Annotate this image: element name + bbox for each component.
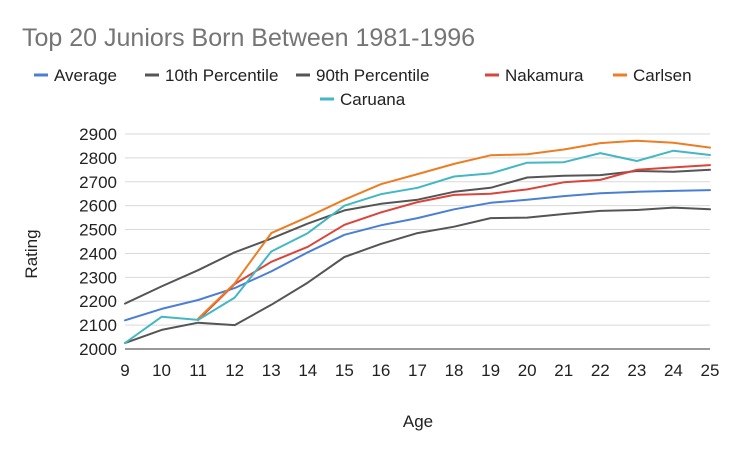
series-lines xyxy=(124,139,711,344)
y-tick-label: 2300 xyxy=(79,268,117,287)
y-tick-label: 2000 xyxy=(79,340,117,359)
x-tick-label: 16 xyxy=(371,361,390,380)
legend-item: Carlsen xyxy=(613,66,692,85)
x-tick-label: 23 xyxy=(627,361,646,380)
x-tick-label: 12 xyxy=(225,361,244,380)
legend-label: Average xyxy=(54,66,117,85)
legend-item: Average xyxy=(34,66,117,85)
y-tick-label: 2900 xyxy=(79,125,117,144)
y-tick-label: 2200 xyxy=(79,292,117,311)
legend: Average 10th Percentile 90th Percentile Nak… xyxy=(34,66,692,109)
x-tick-label: 18 xyxy=(445,361,464,380)
x-tick-label: 9 xyxy=(120,361,129,380)
legend-item: 10th Percentile xyxy=(145,66,278,85)
x-tick-label: 22 xyxy=(591,361,610,380)
y-axis-title: Rating xyxy=(22,229,41,278)
legend-item: Nakamura xyxy=(485,66,584,85)
x-axis-title: Age xyxy=(403,412,433,431)
x-tick-label: 21 xyxy=(554,361,573,380)
legend-label: Caruana xyxy=(340,90,406,109)
x-tick-label: 13 xyxy=(262,361,281,380)
x-tick-label: 14 xyxy=(298,361,317,380)
x-tick-label: 10 xyxy=(152,361,171,380)
y-axis-ticks: 2000 2100 2200 2300 2400 2500 2600 2700 2800 2900 xyxy=(79,125,117,359)
legend-label: Nakamura xyxy=(505,66,584,85)
y-tick-label: 2700 xyxy=(79,173,117,192)
series-line-90th-percentile xyxy=(124,168,711,305)
x-tick-label: 24 xyxy=(664,361,683,380)
series-line-10th-percentile xyxy=(124,206,711,344)
legend-item: Caruana xyxy=(320,90,406,109)
legend-label: Carlsen xyxy=(633,66,692,85)
legend-label: 10th Percentile xyxy=(165,66,278,85)
series-line-caruana xyxy=(124,149,711,344)
y-tick-label: 2500 xyxy=(79,221,117,240)
y-tick-label: 2600 xyxy=(79,197,117,216)
gridlines xyxy=(125,133,710,326)
legend-label: 90th Percentile xyxy=(316,66,429,85)
y-tick-label: 2400 xyxy=(79,244,117,263)
x-tick-label: 20 xyxy=(518,361,537,380)
legend-item: 90th Percentile xyxy=(296,66,429,85)
x-axis-ticks: 9 10 11 12 13 14 15 16 17 18 19 20 21 22 23 24 25 xyxy=(120,361,719,380)
x-tick-label: 11 xyxy=(189,361,207,380)
x-tick-label: 25 xyxy=(701,361,720,380)
chart-title: Top 20 Juniors Born Between 1981-1996 xyxy=(22,24,475,52)
x-tick-label: 19 xyxy=(481,361,500,380)
y-tick-label: 2800 xyxy=(79,149,117,168)
series-line-average xyxy=(124,189,711,322)
series-line-carlsen xyxy=(197,139,711,320)
y-tick-label: 2100 xyxy=(79,316,117,335)
x-tick-label: 17 xyxy=(408,361,427,380)
series-line-nakamura xyxy=(197,164,711,321)
x-tick-label: 15 xyxy=(335,361,354,380)
